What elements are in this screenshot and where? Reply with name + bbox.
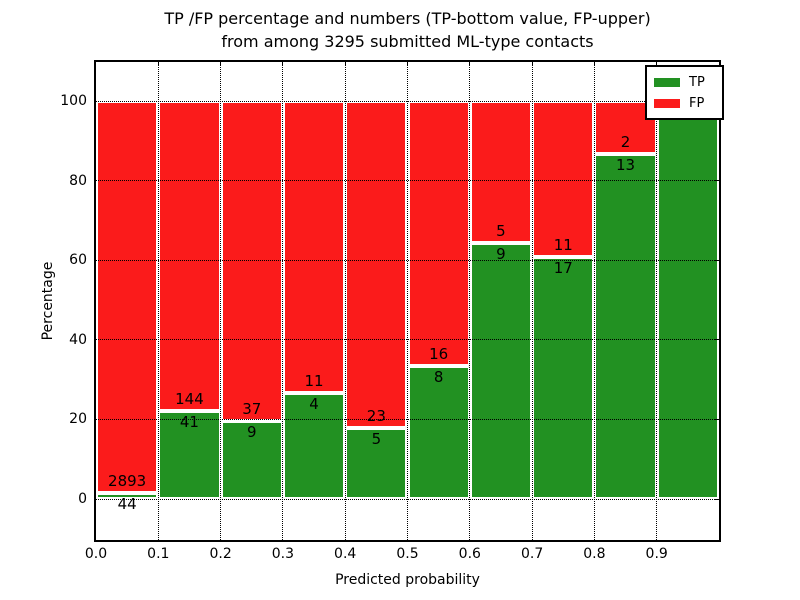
tp-count-label: 44 <box>117 495 137 514</box>
fp-count-label: 144 <box>175 389 204 408</box>
tp-count-label: 13 <box>616 156 636 175</box>
tp-swatch-icon <box>654 78 680 87</box>
bar-fp-segment <box>532 101 595 258</box>
x-tick-mark <box>220 62 222 66</box>
x-tick-mark <box>344 62 346 66</box>
chart-title-line2: from among 3295 submitted ML-type contac… <box>221 32 594 51</box>
v-gridline <box>282 62 284 540</box>
y-tick-label: 60 <box>69 252 87 269</box>
legend-label-fp: FP <box>689 96 705 111</box>
x-tick-label: 0.6 <box>458 546 481 562</box>
bar-tp-segment <box>220 421 283 499</box>
bar-tp-segment <box>282 392 346 499</box>
v-gridline <box>407 62 408 540</box>
fp-count-label: 2 <box>620 133 631 152</box>
y-tick-label: 100 <box>60 93 87 109</box>
y-tick-label: 40 <box>69 331 87 348</box>
y-tick-label: 20 <box>69 411 87 428</box>
bar-fp-segment <box>220 101 283 422</box>
tp-count-label: 17 <box>553 259 573 278</box>
bar-tp-segment <box>158 410 221 499</box>
bar-fp-segment <box>407 101 470 367</box>
x-tick-mark <box>157 62 159 66</box>
x-tick-label: 0.9 <box>645 546 668 562</box>
legend-item-fp: FP <box>654 93 716 114</box>
tp-count-label: 4 <box>309 394 319 413</box>
fp-count-label: 23 <box>366 406 386 425</box>
tp-count-label: 8 <box>433 368 444 387</box>
bar-tp-segment <box>96 493 159 499</box>
x-tick-mark <box>531 62 533 66</box>
tp-count-label: 41 <box>179 412 199 431</box>
v-gridline <box>157 62 159 540</box>
y-tick-mark <box>715 498 719 500</box>
x-tick-label: 0.5 <box>396 546 419 562</box>
chart-title: TP /FP percentage and numbers (TP-bottom… <box>96 7 719 53</box>
x-tick-mark <box>282 62 284 66</box>
tp-count-label: 9 <box>246 423 257 442</box>
x-tick-mark <box>469 62 471 66</box>
bar-fp-segment <box>96 101 159 494</box>
legend-item-tp: TP <box>654 72 716 93</box>
bar-fp-segment <box>469 101 533 244</box>
chart-title-line1: TP /FP percentage and numbers (TP-bottom… <box>164 9 651 28</box>
x-axis-label: Predicted probability <box>335 572 480 588</box>
legend-label-tp: TP <box>689 75 705 90</box>
bar-tp-segment <box>407 366 470 499</box>
v-gridline <box>220 62 222 540</box>
bar-tp-segment <box>345 427 408 499</box>
x-tick-mark <box>656 62 658 66</box>
tp-count-label: 9 <box>496 245 506 264</box>
v-gridline <box>344 62 346 540</box>
fp-count-label: 37 <box>242 400 262 419</box>
y-tick-mark <box>715 339 719 341</box>
fp-count-label: 2893 <box>108 472 147 491</box>
x-tick-label: 0.3 <box>271 546 295 562</box>
y-axis-label: Percentage <box>40 261 56 341</box>
bar-tp-segment <box>469 243 533 499</box>
v-gridline <box>531 62 533 540</box>
bar-tp-segment <box>656 101 719 499</box>
y-tick-mark <box>715 418 719 420</box>
bar-fp-segment <box>158 101 221 411</box>
x-tick-label: 0.1 <box>147 546 170 562</box>
v-gridline <box>656 62 658 540</box>
legend: TP FP <box>645 65 724 120</box>
fp-count-label: 11 <box>304 371 324 390</box>
y-tick-label: 80 <box>69 172 87 189</box>
v-gridline <box>593 62 595 540</box>
x-tick-label: 0.4 <box>334 546 357 562</box>
x-tick-label: 0.2 <box>209 546 232 562</box>
v-gridline <box>469 62 471 540</box>
bar-fp-segment <box>282 101 346 393</box>
y-tick-mark <box>715 259 719 261</box>
bar-fp-segment <box>345 101 408 428</box>
fp-count-label: 11 <box>553 236 573 255</box>
x-tick-mark <box>407 62 408 66</box>
x-tick-label: 0.7 <box>520 546 544 562</box>
bar-tp-segment <box>532 257 595 499</box>
y-tick-mark <box>715 180 719 182</box>
bar-tp-segment <box>594 154 657 499</box>
x-tick-label: 0.8 <box>583 546 606 562</box>
x-tick-label: 0.0 <box>84 546 108 562</box>
plot-area: 2893441444137911423516859111721303 0.00.… <box>60 60 724 562</box>
tp-count-label: 5 <box>371 429 382 448</box>
y-tick-label: 0 <box>78 491 87 507</box>
x-tick-mark <box>593 62 595 66</box>
fp-count-label: 16 <box>429 345 449 364</box>
fp-count-label: 5 <box>496 222 506 241</box>
fp-swatch-icon <box>654 99 680 108</box>
